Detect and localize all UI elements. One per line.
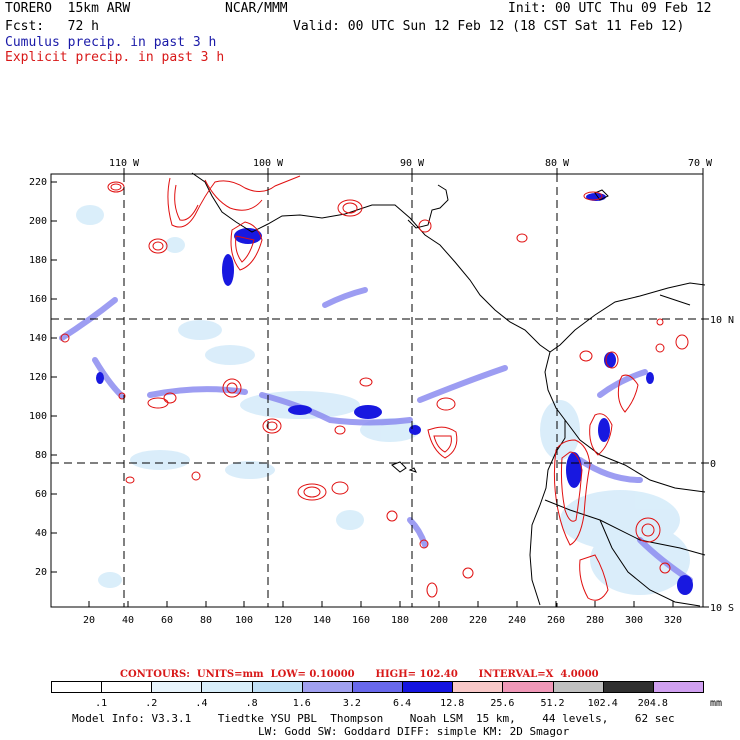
axis-ticks: [51, 168, 709, 608]
y-tick-label: 220: [29, 177, 47, 188]
x-tick-label: 220: [469, 615, 487, 626]
y-tick-label: 140: [29, 333, 47, 344]
x-tick-label: 280: [586, 615, 604, 626]
colorbar-cell: [552, 681, 604, 693]
x-tick-label: 240: [508, 615, 526, 626]
colorbar-label: .8: [245, 698, 258, 709]
colorbar-label: 51.2: [540, 698, 565, 709]
colorbar-cell: [51, 681, 103, 693]
y-tick-label: 20: [35, 567, 47, 578]
coastlines: [191, 172, 706, 607]
colorbar-label: .2: [145, 698, 158, 709]
colorbar-label: 12.8: [440, 698, 465, 709]
forecast-hour: Fcst: 72 h: [5, 19, 99, 34]
colorbar-unit: mm: [709, 698, 723, 709]
colorbar-cell: [602, 681, 654, 693]
colorbar-cell: [151, 681, 203, 693]
contours: [60, 175, 689, 601]
colorbar-label: .1: [95, 698, 108, 709]
x-tick-label: 160: [352, 615, 370, 626]
lat-label-10n: 10 N: [710, 315, 734, 326]
colorbar-cell: [101, 681, 153, 693]
lat-label-10s: 10 S: [710, 603, 734, 614]
contours-info: CONTOURS: UNITS=mm LOW= 0.10000 HIGH= 10…: [120, 669, 599, 680]
colorbar-label: 3.2: [342, 698, 361, 709]
x-tick-label: 200: [430, 615, 448, 626]
y-tick-label: 100: [29, 411, 47, 422]
x-tick-label: 300: [625, 615, 643, 626]
lat-lon-grid: [51, 174, 703, 607]
x-tick-label: 140: [313, 615, 331, 626]
x-tick-label: 320: [664, 615, 682, 626]
center-name: NCAR/MMM: [225, 1, 288, 16]
y-tick-label: 120: [29, 372, 47, 383]
colorbar-label: 204.8: [637, 698, 668, 709]
lon-label-80w: 80 W: [545, 158, 570, 169]
y-tick-label: 40: [35, 528, 47, 539]
y-tick-label: 160: [29, 294, 47, 305]
x-tick-label: 260: [547, 615, 565, 626]
valid-time: Valid: 00 UTC Sun 12 Feb 12 (18 CST Sat …: [293, 19, 685, 34]
colorbar-label: 25.6: [490, 698, 515, 709]
y-tick-label: 180: [29, 255, 47, 266]
model-name: TORERO 15km ARW: [5, 1, 131, 16]
colorbar-cell: [452, 681, 504, 693]
colorbar-label: 1.6: [292, 698, 311, 709]
colorbar-label: .4: [195, 698, 208, 709]
colorbar-label: 6.4: [393, 698, 412, 709]
lon-label-70w: 70 W: [688, 158, 713, 169]
y-tick-label: 80: [35, 450, 47, 461]
x-tick-label: 20: [83, 615, 95, 626]
colorbar-cell: [402, 681, 454, 693]
x-tick-label: 40: [122, 615, 134, 626]
model-info: Model Info: V3.3.1 Tiedtke YSU PBL Thomp…: [72, 712, 675, 725]
x-tick-label: 180: [391, 615, 409, 626]
legend-cumulus: Cumulus precip. in past 3 h: [5, 35, 217, 50]
colorbar-cell: [351, 681, 404, 693]
colorbar-cell: [652, 681, 704, 693]
y-tick-label: 60: [35, 489, 47, 500]
lon-label-100w: 100 W: [253, 158, 284, 169]
y-tick-label: 200: [29, 216, 47, 227]
lon-label-90w: 90 W: [400, 158, 425, 169]
map-frame: [50, 173, 704, 608]
colorbar-label: 102.4: [587, 698, 618, 709]
colorbar-cell: [301, 681, 353, 693]
x-tick-label: 100: [235, 615, 253, 626]
x-tick-label: 80: [200, 615, 212, 626]
lat-label-0: 0: [710, 459, 716, 470]
x-tick-label: 60: [161, 615, 173, 626]
init-time: Init: 00 UTC Thu 09 Feb 12: [508, 1, 712, 16]
colorbar-cell: [251, 681, 303, 693]
legend-explicit: Explicit precip. in past 3 h: [5, 50, 225, 65]
lon-label-110w: 110 W: [109, 158, 140, 169]
precip-shading: [59, 193, 693, 595]
x-tick-label: 120: [274, 615, 292, 626]
colorbar-cell: [502, 681, 554, 693]
physics-info: LW: Godd SW: Goddard DIFF: simple KM: 2D…: [258, 725, 570, 738]
colorbar-cell: [201, 681, 253, 693]
